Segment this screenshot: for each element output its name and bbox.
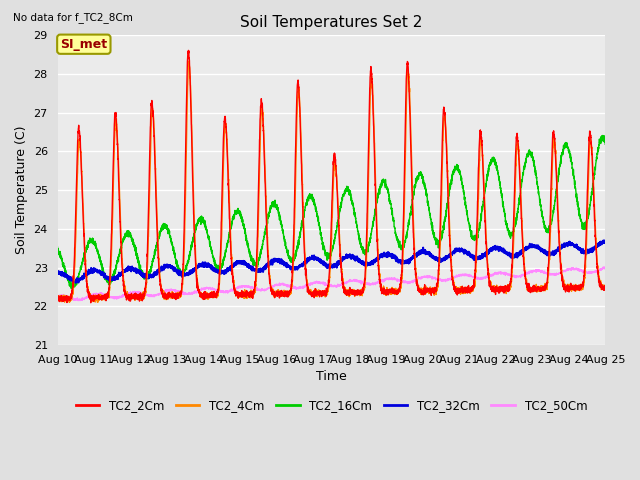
Text: No data for f_TC2_8Cm: No data for f_TC2_8Cm [13, 12, 132, 23]
Text: SI_met: SI_met [60, 38, 108, 51]
X-axis label: Time: Time [316, 370, 347, 383]
Y-axis label: Soil Temperature (C): Soil Temperature (C) [15, 126, 28, 254]
Title: Soil Temperatures Set 2: Soil Temperatures Set 2 [240, 15, 422, 30]
Legend: TC2_2Cm, TC2_4Cm, TC2_16Cm, TC2_32Cm, TC2_50Cm: TC2_2Cm, TC2_4Cm, TC2_16Cm, TC2_32Cm, TC… [71, 394, 592, 416]
